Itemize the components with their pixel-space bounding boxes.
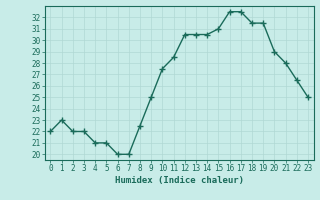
X-axis label: Humidex (Indice chaleur): Humidex (Indice chaleur) — [115, 176, 244, 185]
